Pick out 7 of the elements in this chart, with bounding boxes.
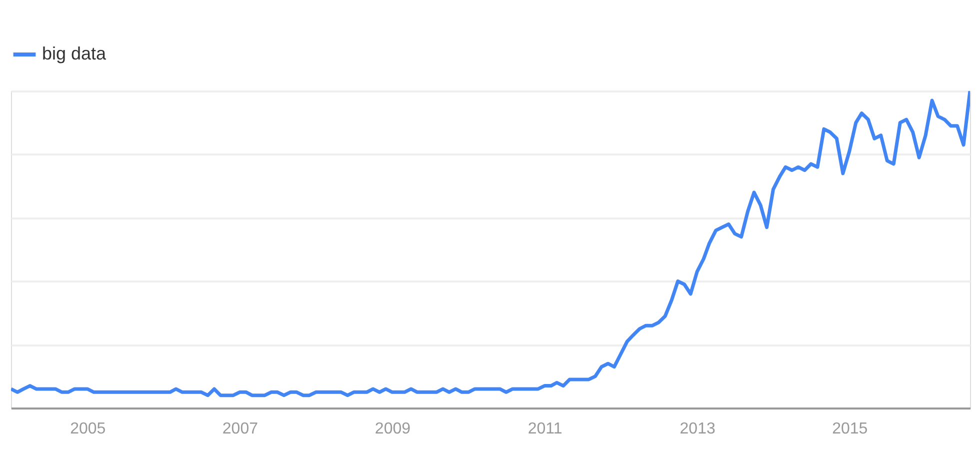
x-tick-label: 2005 (70, 420, 106, 438)
x-tick-label: 2013 (680, 420, 716, 438)
x-tick-label: 2015 (832, 420, 868, 438)
x-tick-label: 2009 (374, 420, 411, 438)
x-tick-label: 2011 (528, 420, 562, 438)
x-tick-label: 2007 (222, 420, 258, 438)
legend-label: big data (42, 44, 108, 64)
